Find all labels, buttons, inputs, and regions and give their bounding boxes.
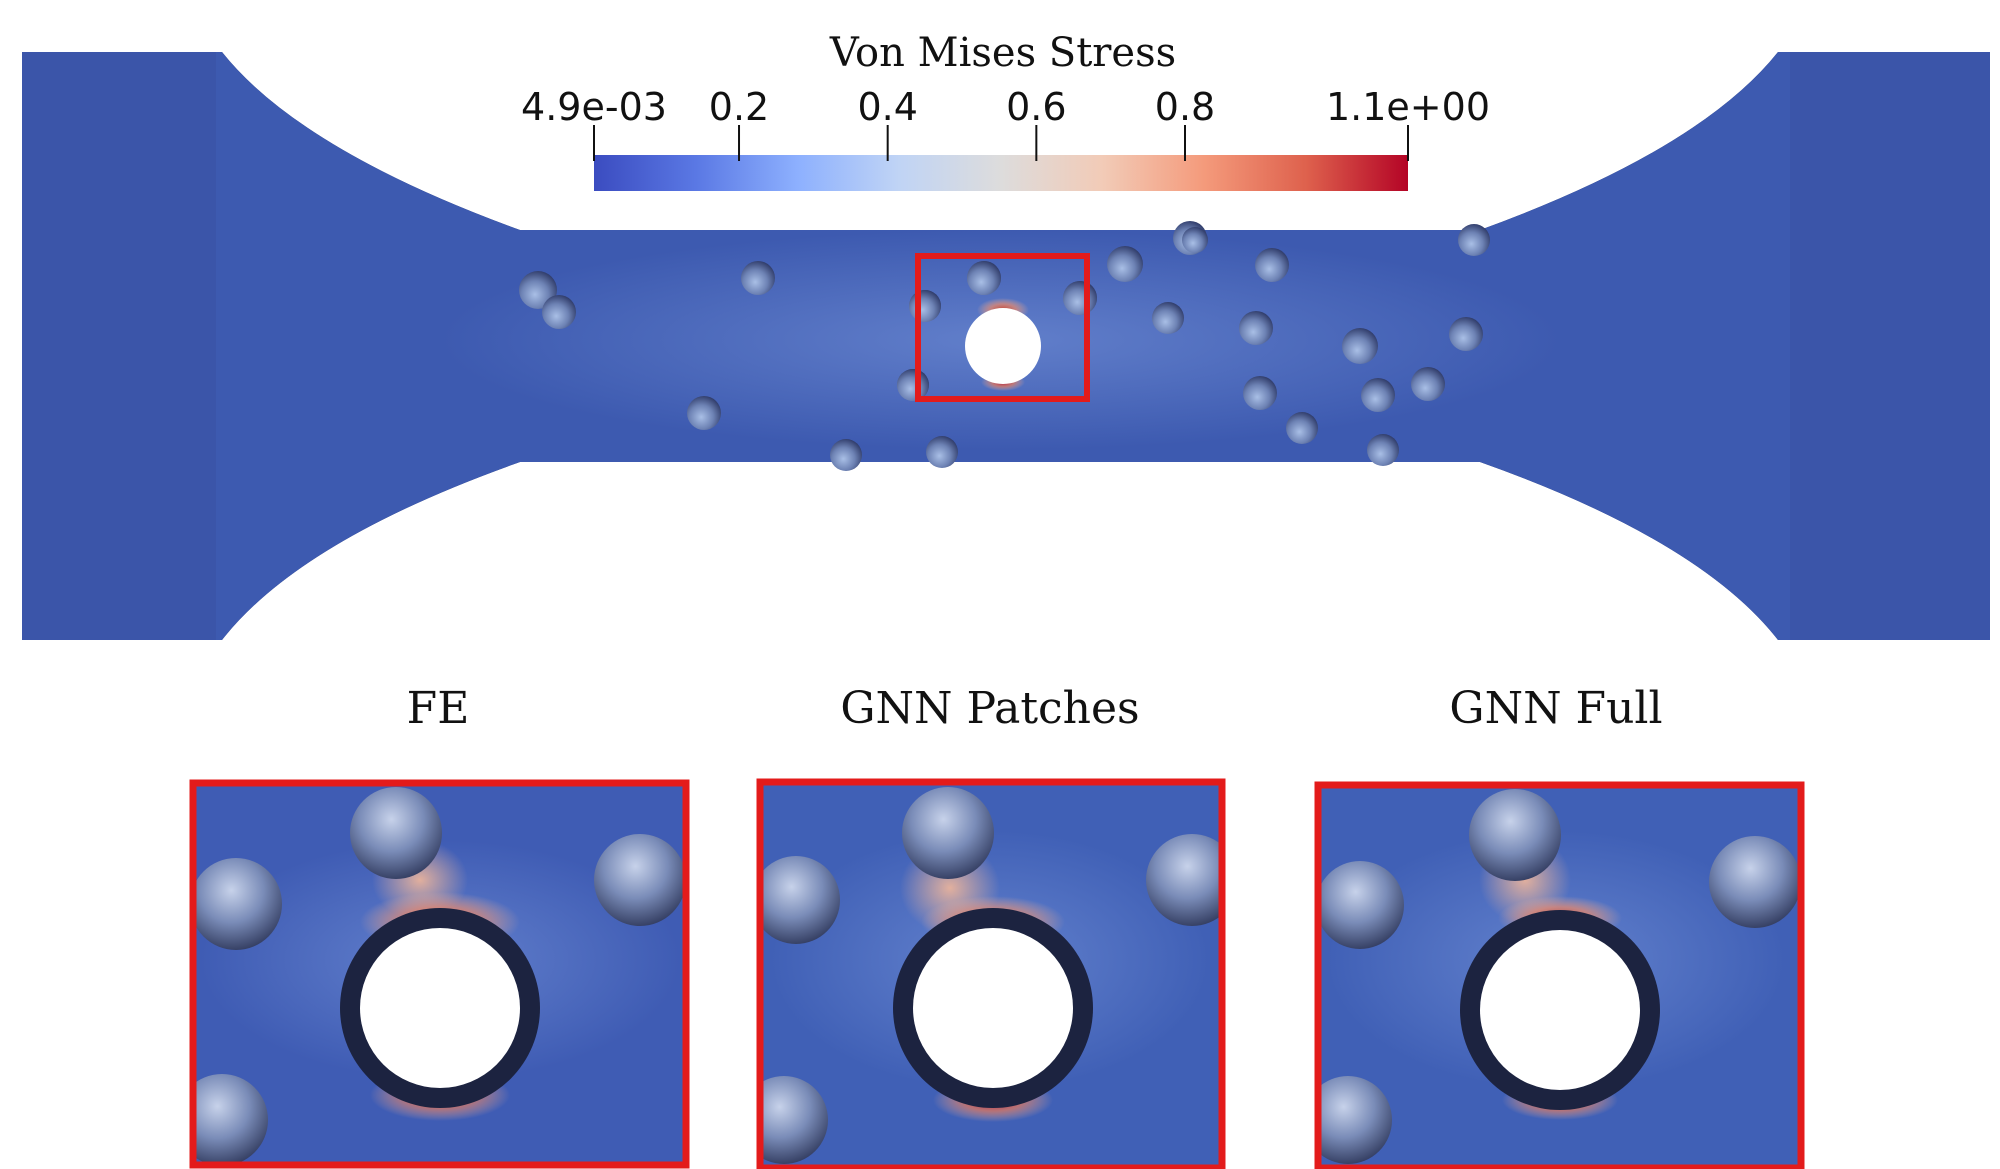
sphere-icon (1318, 861, 1404, 949)
colorbar-tick-label: 0.4 (857, 85, 917, 129)
sphere-icon (1318, 1076, 1392, 1164)
panel-frame (756, 778, 1226, 1169)
sphere-icon (350, 787, 442, 879)
sphere (909, 290, 941, 322)
sphere-icon (594, 834, 686, 926)
sphere-icon (1469, 789, 1561, 881)
sphere (967, 261, 1001, 295)
specimen-left-face (22, 52, 216, 640)
hole (1480, 930, 1640, 1090)
hole (360, 928, 520, 1088)
colorbar-tick-label: 0.6 (1006, 85, 1066, 129)
sphere (1239, 311, 1273, 345)
sphere (1107, 246, 1143, 282)
sphere-icon (760, 856, 840, 944)
sphere-icon (193, 858, 282, 950)
sphere (1449, 317, 1483, 351)
colorbar-ticks: 4.9e-03 0.2 0.4 0.6 0.8 1.1e+00 (521, 85, 1490, 161)
central-hole (965, 308, 1041, 384)
sphere (1152, 302, 1184, 334)
panel-gnn-patches (756, 778, 1226, 1169)
colorbar-title: Von Mises Stress (829, 30, 1176, 76)
colorbar-tick-label: 1.1e+00 (1326, 85, 1490, 129)
sphere-icon (902, 787, 994, 879)
sphere (1286, 412, 1318, 444)
sphere-icon (760, 1076, 828, 1164)
sphere (830, 439, 862, 471)
sphere-icon (193, 1074, 268, 1165)
panel-titles: FE GNN Patches GNN Full (407, 683, 1663, 734)
sphere-icon (1146, 834, 1222, 926)
sphere (1458, 224, 1490, 256)
sphere (741, 261, 775, 295)
panel-title-gnn-patches: GNN Patches (840, 683, 1139, 734)
colorbar-tick-label: 4.9e-03 (521, 85, 667, 129)
panel-gnn-full (1314, 781, 1805, 1169)
panel-frame (189, 779, 690, 1169)
zoom-region-box (915, 253, 1090, 402)
colorbar-tick-label: 0.2 (709, 85, 769, 129)
sphere (1182, 227, 1208, 253)
sphere (542, 295, 576, 329)
panel-title-gnn-full: GNN Full (1449, 683, 1662, 734)
panel-title-fe: FE (407, 683, 470, 734)
colorbar-tick-label: 0.8 (1155, 85, 1215, 129)
colorbar-bar (594, 155, 1408, 191)
colorbar: Von Mises Stress 4.9e-03 0.2 0.4 0.6 0.8 1.1e… (521, 30, 1490, 191)
sphere (1411, 367, 1445, 401)
specimen (22, 52, 1990, 640)
specimen-right-face (1790, 52, 1990, 640)
panel-frame (1314, 781, 1805, 1169)
sphere (1243, 376, 1277, 410)
sphere (1342, 328, 1378, 364)
hole (913, 928, 1073, 1088)
sphere (1367, 434, 1399, 466)
sphere (926, 436, 958, 468)
sphere (1063, 281, 1097, 315)
sphere (1255, 248, 1289, 282)
sphere-icon (1709, 836, 1801, 928)
panel-fe (189, 779, 690, 1169)
sphere (687, 396, 721, 430)
sphere (1361, 378, 1395, 412)
